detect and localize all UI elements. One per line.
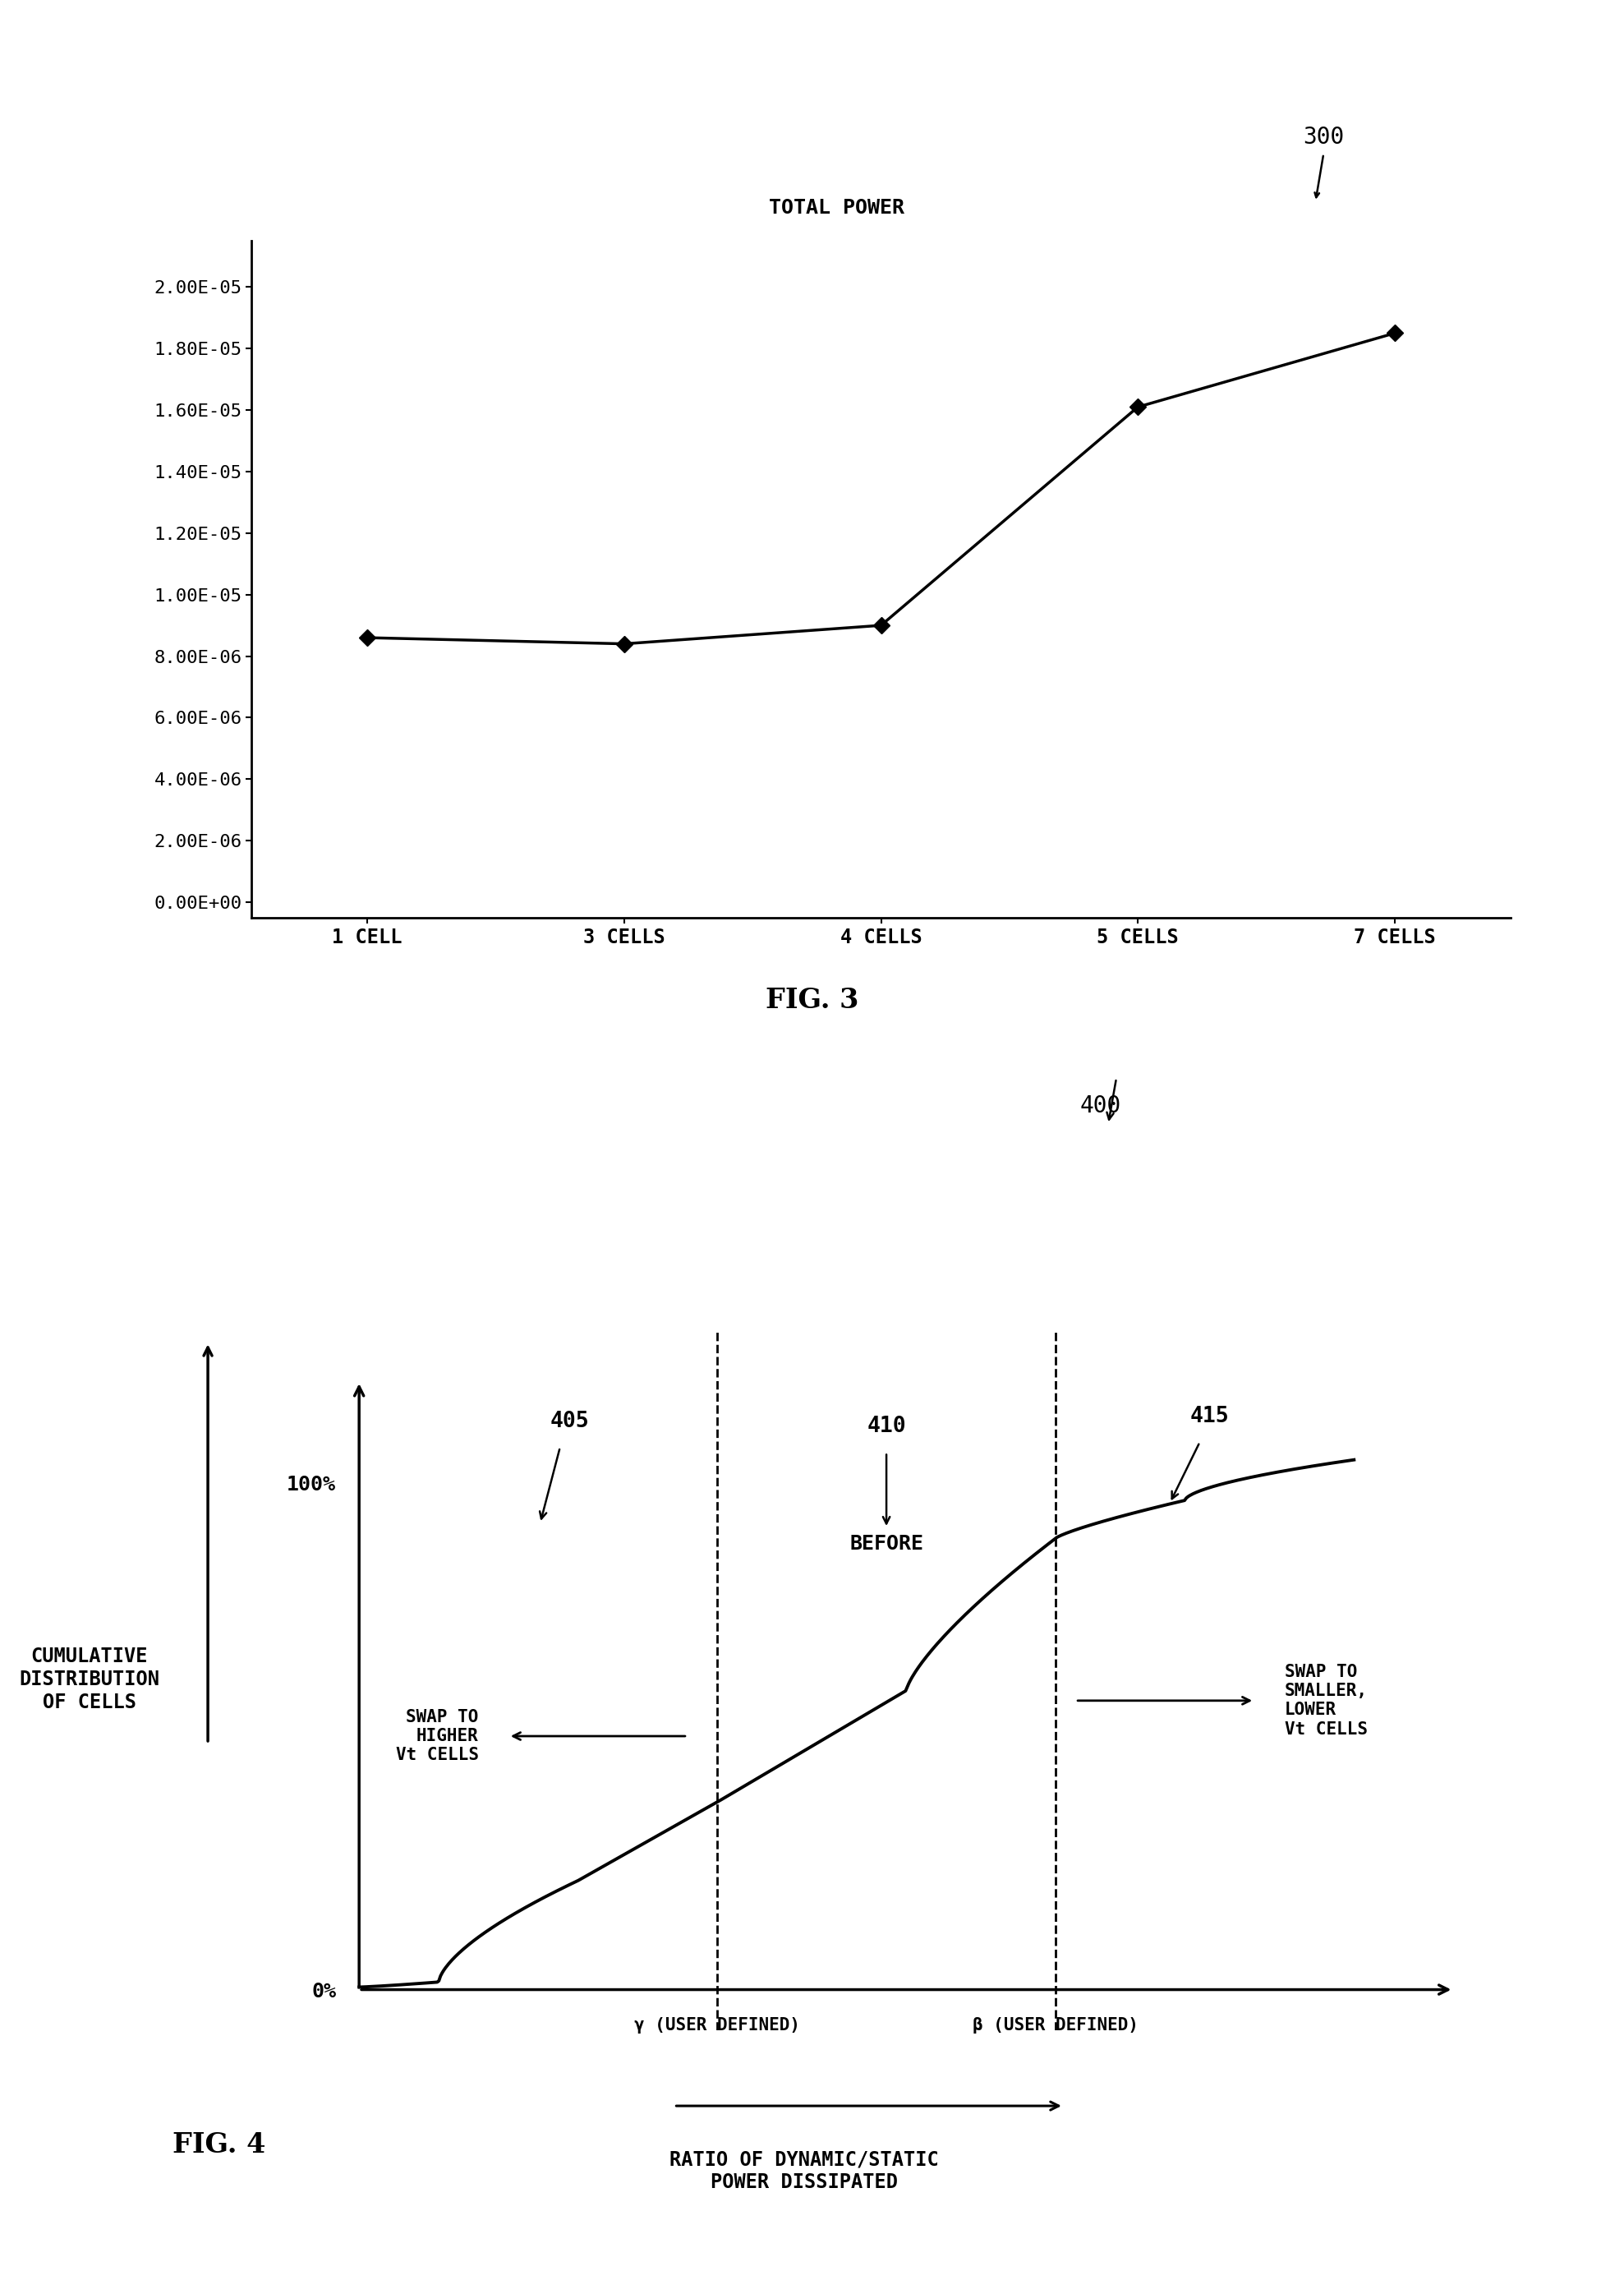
Text: 405: 405 — [551, 1411, 590, 1431]
Text: CUMULATIVE
DISTRIBUTION
OF CELLS: CUMULATIVE DISTRIBUTION OF CELLS — [19, 1647, 159, 1711]
Text: SWAP TO
SMALLER,
LOWER
Vt CELLS: SWAP TO SMALLER, LOWER Vt CELLS — [1285, 1663, 1367, 1737]
Text: γ (USER DEFINED): γ (USER DEFINED) — [635, 2016, 801, 2035]
Text: 415: 415 — [1190, 1406, 1229, 1427]
Text: 400: 400 — [1080, 1094, 1121, 1117]
Text: FIG. 3: FIG. 3 — [765, 986, 859, 1014]
Text: 410: 410 — [867, 1415, 906, 1436]
Text: SWAP TO
HIGHER
Vt CELLS: SWAP TO HIGHER Vt CELLS — [396, 1709, 479, 1764]
Text: BEFORE: BEFORE — [849, 1535, 924, 1553]
Text: FIG. 4: FIG. 4 — [172, 2131, 266, 2159]
Text: RATIO OF DYNAMIC/STATIC
POWER DISSIPATED: RATIO OF DYNAMIC/STATIC POWER DISSIPATED — [669, 2149, 939, 2193]
Text: β (USER DEFINED): β (USER DEFINED) — [973, 2016, 1138, 2035]
Text: 300: 300 — [1302, 126, 1345, 149]
Text: TOTAL POWER: TOTAL POWER — [768, 197, 905, 218]
